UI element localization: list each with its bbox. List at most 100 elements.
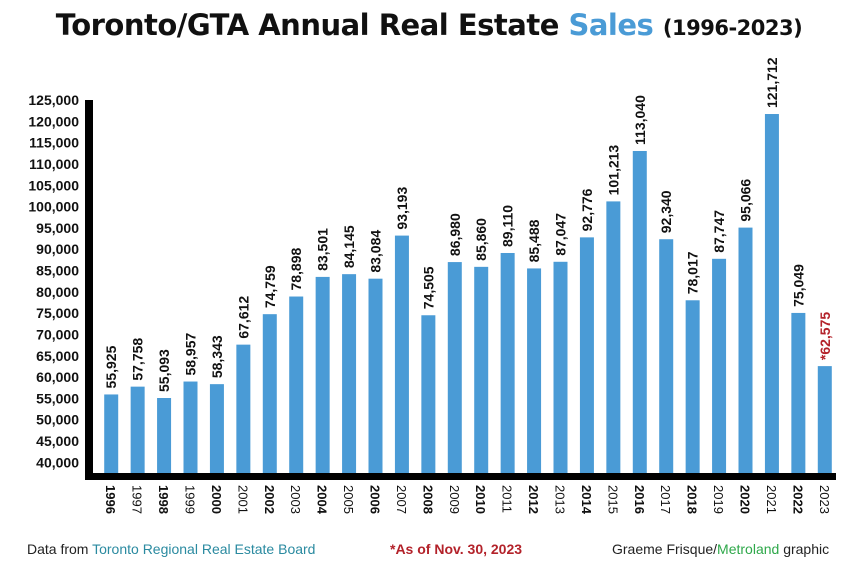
bar-1996 — [104, 394, 119, 473]
value-label-2000: 58,343 — [209, 335, 225, 378]
bar-2020 — [738, 227, 753, 473]
value-label-2004: 83,501 — [315, 228, 331, 271]
x-tick-label-2015: 2015 — [605, 485, 620, 514]
y-tick-label: 65,000 — [36, 348, 79, 364]
y-tick-label: 90,000 — [36, 241, 79, 257]
y-tick-label: 115,000 — [29, 135, 79, 151]
x-axis-line — [85, 473, 836, 480]
bar-2021 — [764, 114, 779, 474]
x-tick-label-2005: 2005 — [341, 485, 356, 514]
x-tick-label-2016: 2016 — [632, 485, 647, 514]
value-label-2010: 85,860 — [473, 218, 489, 261]
y-tick-label: 60,000 — [36, 369, 79, 385]
x-tick-label-2003: 2003 — [288, 485, 303, 514]
source-org: Toronto Regional Real Estate Board — [92, 541, 316, 557]
bar-2008 — [421, 315, 436, 473]
x-tick-label-2020: 2020 — [738, 485, 753, 514]
bar-2000 — [209, 384, 224, 473]
x-tick-label-1998: 1998 — [156, 485, 171, 514]
bar-2018 — [685, 300, 700, 473]
y-axis-line — [85, 100, 93, 480]
x-tick-label-2019: 2019 — [711, 485, 726, 514]
source-credit: Data from Toronto Regional Real Estate B… — [27, 541, 315, 557]
x-tick-label-2014: 2014 — [579, 485, 594, 515]
title-years: (1996-2023) — [662, 16, 803, 40]
value-label-1999: 58,957 — [183, 332, 199, 375]
y-tick-label: 80,000 — [36, 284, 79, 300]
bar-2022 — [791, 312, 806, 473]
credit-suffix: graphic — [779, 541, 830, 557]
value-label-2008: 74,505 — [420, 266, 436, 309]
x-tick-label-1997: 1997 — [130, 485, 145, 514]
y-tick-label: 75,000 — [36, 305, 79, 321]
bar-2006 — [368, 278, 383, 473]
value-label-2001: 67,612 — [235, 296, 251, 339]
bar-2016 — [632, 150, 647, 473]
value-label-2014: 92,776 — [579, 188, 595, 231]
y-tick-label: 105,000 — [28, 177, 79, 193]
bar-2013 — [553, 261, 568, 473]
source-prefix: Data from — [27, 541, 89, 557]
value-label-2023: *62,575 — [817, 312, 833, 360]
x-tick-label-2004: 2004 — [315, 485, 330, 515]
bar-2023 — [817, 366, 832, 473]
y-tick-label: 40,000 — [36, 454, 79, 470]
data-note: *As of Nov. 30, 2023 — [390, 541, 523, 557]
value-label-2009: 86,980 — [447, 213, 463, 256]
x-tick-label-2021: 2021 — [764, 485, 779, 514]
bar-2003 — [289, 296, 304, 473]
bar-2005 — [342, 274, 357, 473]
y-tick-label: 50,000 — [36, 412, 79, 428]
value-label-2003: 78,898 — [288, 247, 304, 290]
x-tick-label-2022: 2022 — [790, 485, 805, 514]
value-label-2015: 101,213 — [605, 145, 621, 196]
bar-1998 — [157, 398, 172, 473]
x-tick-label-2001: 2001 — [235, 485, 250, 514]
value-label-2012: 85,488 — [526, 219, 542, 262]
x-tick-label-2008: 2008 — [420, 485, 435, 514]
value-label-2005: 84,145 — [341, 225, 357, 268]
value-label-2020: 95,066 — [738, 179, 754, 222]
chart-title: Toronto/GTA Annual Real Estate Sales (19… — [0, 8, 858, 42]
y-tick-label: 45,000 — [36, 433, 79, 449]
value-label-1997: 57,758 — [130, 338, 146, 381]
x-tick-label-2011: 2011 — [500, 485, 515, 513]
bar-2011 — [500, 252, 515, 473]
value-label-2007: 93,193 — [394, 187, 410, 230]
bar-2001 — [236, 344, 251, 473]
credit-author: Graeme Frisque/ — [612, 541, 718, 557]
y-tick-label: 55,000 — [36, 390, 79, 406]
bar-2015 — [606, 201, 621, 474]
x-tick-label-2000: 2000 — [209, 485, 224, 514]
x-tick-label-1996: 1996 — [103, 485, 118, 514]
value-label-2002: 74,759 — [262, 265, 278, 308]
bar-2017 — [659, 239, 674, 473]
x-tick-label-2012: 2012 — [526, 485, 541, 514]
value-label-2016: 113,040 — [632, 95, 648, 145]
value-label-1998: 55,093 — [156, 349, 172, 392]
value-label-1996: 55,925 — [103, 345, 119, 388]
x-tick-label-2006: 2006 — [368, 485, 383, 514]
bar-2019 — [712, 258, 727, 473]
bar-1997 — [130, 386, 145, 473]
x-tick-label-2013: 2013 — [553, 485, 568, 514]
value-label-2021: 121,712 — [764, 57, 780, 108]
value-label-2022: 75,049 — [790, 264, 806, 307]
x-tick-label-2018: 2018 — [685, 485, 700, 514]
y-tick-label: 85,000 — [36, 263, 79, 279]
bar-2009 — [447, 262, 462, 473]
x-tick-label-2023: 2023 — [817, 485, 832, 514]
y-tick-label: 120,000 — [28, 113, 79, 129]
bar-2004 — [315, 276, 330, 473]
credit-publisher: Metroland — [717, 541, 780, 557]
bar-2007 — [394, 235, 409, 473]
graphic-credit: Graeme Frisque/Metroland graphic — [612, 541, 829, 557]
bar-2014 — [579, 237, 594, 473]
value-label-2018: 78,017 — [685, 251, 701, 294]
bar-2002 — [262, 314, 277, 473]
y-tick-label: 125,000 — [28, 92, 79, 108]
x-tick-label-2017: 2017 — [658, 485, 673, 514]
x-tick-label-1999: 1999 — [183, 485, 198, 514]
bar-2012 — [527, 268, 542, 473]
